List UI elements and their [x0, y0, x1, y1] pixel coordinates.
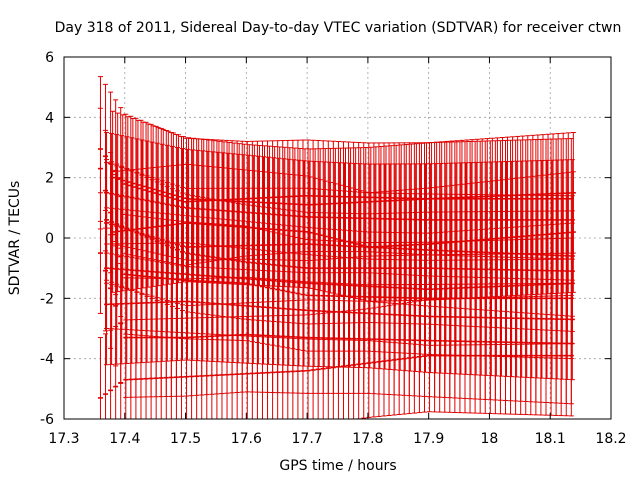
- y-axis-label: SDTVAR / TECUs: [7, 181, 23, 296]
- x-tick-label: 17.7: [292, 431, 323, 447]
- chart-title: Day 318 of 2011, Sidereal Day-to-day VTE…: [55, 20, 622, 36]
- y-tick-label: -6: [40, 412, 54, 428]
- x-tick-label: 17.4: [109, 431, 140, 447]
- axis-ticks: 17.3 17.4 17.5 17.6 17.7 17.8 17.9 18 18.1 18.2 -6…: [40, 50, 627, 447]
- x-tick-label: 17.3: [48, 431, 79, 447]
- y-tick-label: 4: [45, 110, 54, 126]
- y-tick-label: 6: [45, 50, 54, 66]
- x-tick-label: 18.2: [595, 431, 626, 447]
- x-tick-label: 18.1: [535, 431, 566, 447]
- x-axis-label: GPS time / hours: [279, 458, 396, 474]
- error-bar-series: [97, 76, 576, 420]
- x-tick-label: 17.5: [170, 431, 201, 447]
- grid: [64, 57, 611, 419]
- x-tick-label: 17.8: [352, 431, 383, 447]
- series-group: [110, 110, 576, 262]
- y-tick-label: -4: [40, 352, 54, 368]
- y-tick-label: 2: [45, 171, 54, 187]
- x-tick-label: 18: [481, 431, 499, 447]
- series-group: [104, 131, 575, 281]
- x-tick-label: 17.6: [231, 431, 262, 447]
- y-tick-label: 0: [45, 231, 54, 247]
- y-tick-label: -2: [40, 291, 54, 307]
- x-tick-label: 17.9: [413, 431, 444, 447]
- series-group: [97, 76, 574, 266]
